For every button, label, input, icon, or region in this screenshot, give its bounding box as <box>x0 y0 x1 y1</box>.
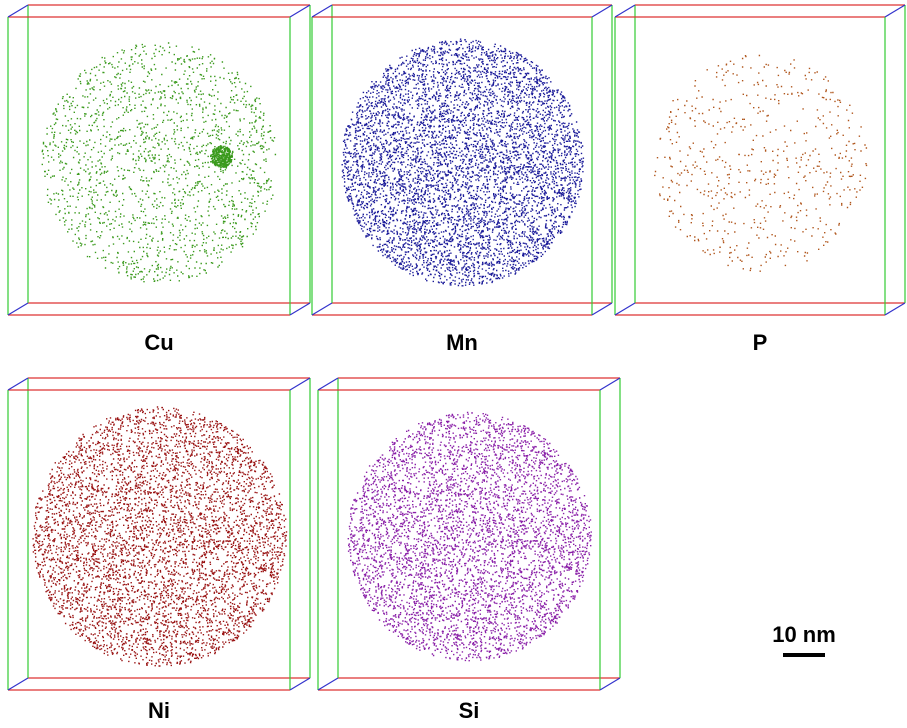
box-edge <box>290 378 310 390</box>
element-label: Ni <box>148 698 170 723</box>
box-edge <box>312 303 332 315</box>
box-edge <box>885 303 905 315</box>
box-edge <box>290 303 310 315</box>
atom-dots <box>32 406 287 666</box>
box-edge <box>290 5 310 17</box>
box-edge <box>885 5 905 17</box>
atom-dots <box>42 42 277 282</box>
page: 10 nm CuMnPNiSi (() => { const data = JS… <box>0 0 907 728</box>
box-edge <box>318 378 338 390</box>
box-edge <box>8 303 28 315</box>
element-label: Si <box>459 698 480 723</box>
box-edge <box>615 5 635 17</box>
element-label: Cu <box>144 330 173 355</box>
element-label: P <box>753 330 768 355</box>
box-edge <box>592 303 612 315</box>
box-edge <box>8 5 28 17</box>
box-edge <box>318 678 338 690</box>
atom-dots <box>348 412 592 662</box>
atom-dots <box>342 39 585 287</box>
box-edge <box>600 378 620 390</box>
element-label: Mn <box>446 330 478 355</box>
box-edge <box>592 5 612 17</box>
box-edge <box>312 5 332 17</box>
box-edge <box>8 678 28 690</box>
box-edge <box>600 678 620 690</box>
scale-bar-label: 10 nm <box>772 622 836 647</box>
figure: 10 nm Cu Mn P Ni Si <box>0 0 907 728</box>
box-edge <box>615 303 635 315</box>
atom-dots <box>654 55 867 272</box>
box-edge <box>8 378 28 390</box>
box-edge <box>290 678 310 690</box>
